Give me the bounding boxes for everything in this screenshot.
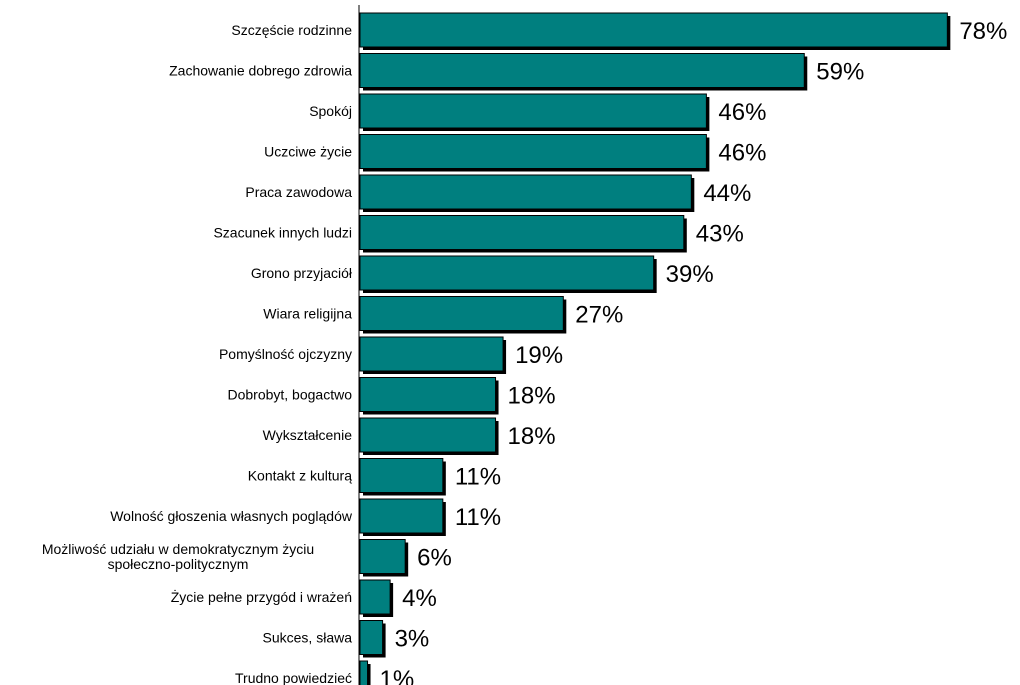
bar xyxy=(359,93,707,129)
category-label: Wiara religijna xyxy=(263,306,352,322)
bar xyxy=(359,336,504,372)
bar xyxy=(359,579,391,615)
bar xyxy=(359,255,655,291)
category-label: Szczęście rodzinne xyxy=(231,22,352,38)
category-label: Spokój xyxy=(309,103,352,119)
category-label: Wykształcenie xyxy=(263,427,353,443)
value-label: 3% xyxy=(395,626,430,653)
bar xyxy=(359,296,564,331)
category-label: Trudno powiedzieć xyxy=(235,670,352,685)
value-label: 43% xyxy=(696,221,744,248)
bar xyxy=(359,134,707,169)
bar xyxy=(359,377,497,412)
category-label: Praca zawodowa xyxy=(245,184,352,200)
category-label: Możliwość udziału w demokratycznym życiu xyxy=(42,541,314,557)
category-label: Dobrobyt, bogactwo xyxy=(227,387,352,403)
value-label: 46% xyxy=(718,140,766,167)
bar xyxy=(359,498,444,534)
value-label: 18% xyxy=(508,383,556,410)
category-label: Uczciwe życie xyxy=(264,144,352,160)
category-label: Wolność głoszenia własnych poglądów xyxy=(110,508,353,524)
category-label: Sukces, sława xyxy=(263,630,353,646)
category-label: społeczno-politycznym xyxy=(108,556,249,572)
category-label: Zachowanie dobrego zdrowia xyxy=(169,63,352,79)
value-label: 11% xyxy=(455,464,501,491)
bars-layer xyxy=(359,12,951,685)
value-label: 78% xyxy=(959,18,1007,45)
bar xyxy=(359,539,406,574)
value-label: 44% xyxy=(703,180,751,207)
bar xyxy=(359,620,384,655)
category-label: Grono przyjaciół xyxy=(251,265,353,281)
bar xyxy=(359,417,497,453)
bar xyxy=(359,458,444,493)
category-label: Życie pełne przygód i wrażeń xyxy=(171,588,352,605)
bar xyxy=(359,215,685,250)
bar xyxy=(359,53,805,88)
value-label: 6% xyxy=(417,545,452,572)
labels-layer: 78% Szczęście rodzinne 59% Zachowanie dobre… xyxy=(42,18,1008,685)
value-label: 59% xyxy=(816,59,864,86)
value-label: 46% xyxy=(718,99,766,126)
value-label: 27% xyxy=(575,302,623,329)
bar xyxy=(359,660,369,685)
category-label: Pomyślność ojczyzny xyxy=(219,346,352,362)
value-label: 39% xyxy=(666,261,714,288)
category-label: Szacunek innych ludzi xyxy=(213,225,352,241)
value-label: 1% xyxy=(380,666,415,685)
value-label: 18% xyxy=(508,423,556,450)
bar xyxy=(359,174,692,210)
value-label: 19% xyxy=(515,342,563,369)
category-label: Kontakt z kulturą xyxy=(248,468,352,484)
value-label: 11% xyxy=(455,504,501,531)
bar xyxy=(359,12,948,48)
value-label: 4% xyxy=(402,585,437,612)
